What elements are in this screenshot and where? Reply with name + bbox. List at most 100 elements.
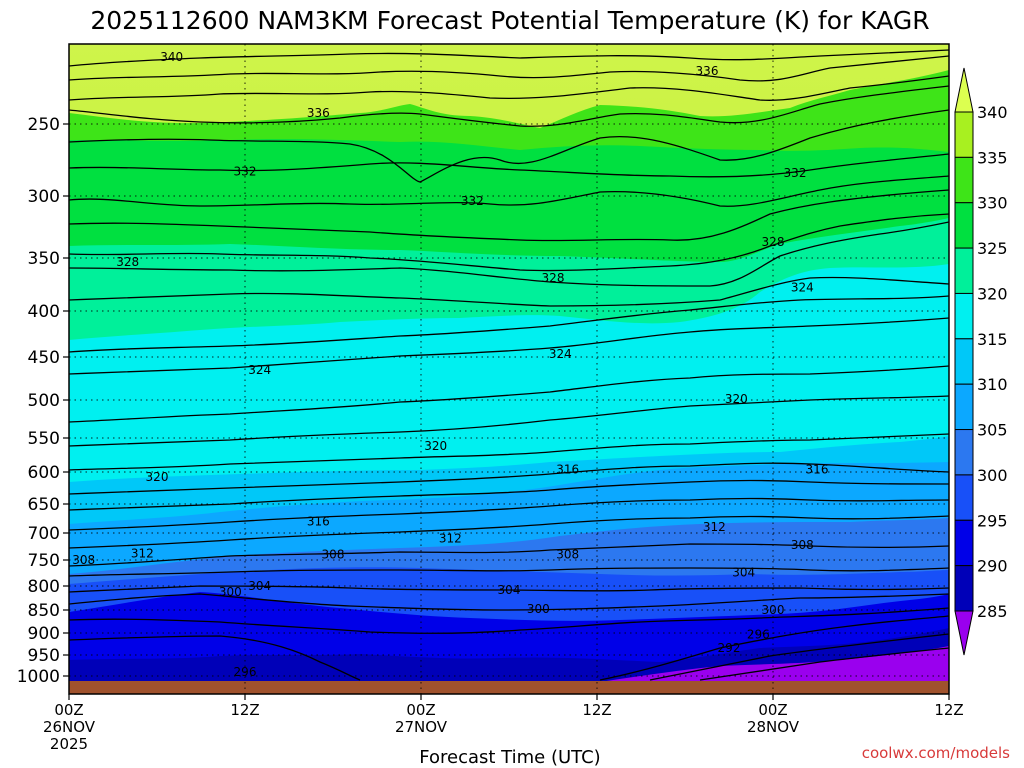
- contour-label: 316: [556, 462, 579, 476]
- isentrope-line: [69, 221, 949, 287]
- contour-labels: 340 336 336 332 332 332 328 328 328 324 324 324 320 3…: [72, 50, 828, 679]
- contour-label: 332: [461, 194, 484, 208]
- isentrope-line: [69, 317, 949, 375]
- isentrope-line: [69, 585, 949, 593]
- contour-label-text: 296: [234, 665, 257, 679]
- contour-label: 304: [732, 565, 755, 579]
- surface-ground-strip: [69, 681, 949, 694]
- contour-label-text: 328: [116, 255, 139, 269]
- pressure-tick-label: 300: [28, 187, 60, 207]
- contour-label: 296: [234, 665, 257, 679]
- contour-label-text: 328: [762, 235, 785, 249]
- contour-label: 320: [725, 392, 748, 406]
- contour-label: 324: [248, 363, 271, 377]
- contour-label: 336: [307, 106, 330, 120]
- isentrope-line: [69, 543, 949, 567]
- contour-label-text: 300: [762, 603, 785, 617]
- isentrope-line: [69, 85, 949, 127]
- contour-label-text: 336: [696, 64, 719, 78]
- colorbar-band: [954, 247, 974, 294]
- isentrope-line: [69, 593, 949, 611]
- contour-label: 304: [498, 583, 521, 597]
- contour-label: 308: [556, 548, 579, 562]
- isentrope-line: [69, 433, 949, 471]
- contour-label: 308: [791, 538, 814, 552]
- contour-label-text: 296: [747, 627, 770, 641]
- isentrope-line: [69, 55, 949, 82]
- contour-label: 336: [696, 64, 719, 78]
- contour-label: 332: [234, 165, 257, 179]
- contour-label-text: 340: [160, 50, 183, 64]
- colorbar-label: 340: [977, 103, 1008, 122]
- date-tick-label: 28NOV: [747, 718, 800, 736]
- pressure-tick-label: 1000: [17, 667, 60, 687]
- chart-title: 2025112600 NAM3KM Forecast Potential Tem…: [90, 6, 929, 35]
- isentrope-line: [69, 567, 949, 577]
- contour-label-text: 332: [461, 194, 484, 208]
- contour-label-text: 316: [307, 514, 330, 528]
- contour-label-text: 332: [234, 165, 257, 179]
- isentrope-line: [69, 365, 949, 423]
- contour-label-text: 316: [806, 462, 829, 476]
- pressure-tick-label: 700: [28, 524, 60, 544]
- credit-link[interactable]: coolwx.com/models: [862, 744, 1010, 762]
- isentrope-line: [69, 462, 949, 495]
- colorbar-label: 290: [977, 557, 1008, 576]
- contour-label: 316: [307, 514, 330, 528]
- contour-label: 308: [72, 553, 95, 567]
- colorbar-band: [954, 519, 974, 567]
- pressure-tick-label: 900: [28, 624, 60, 644]
- isentrope-line: [69, 49, 949, 67]
- contour-label-text: 320: [725, 392, 748, 406]
- time-tick-label: 00Z: [406, 701, 435, 719]
- colorbar-band: [954, 474, 974, 521]
- contour-label: 308: [322, 548, 345, 562]
- pressure-tick-label: 750: [28, 551, 60, 571]
- contour-label: 312: [703, 520, 726, 534]
- plot-frame: [68, 43, 950, 695]
- contour-label: 320: [146, 470, 169, 484]
- pressure-axis: 250 300 350 400 450 500 550 600 650 700 750 800 850 9…: [17, 115, 69, 687]
- isentrope-line: [69, 276, 949, 307]
- colorbar-label: 315: [977, 330, 1008, 349]
- time-tick-label: 12Z: [582, 701, 611, 719]
- contour-label-text: 312: [131, 547, 154, 561]
- contour-label-text: 300: [527, 602, 550, 616]
- colorbar-label: 300: [977, 466, 1008, 485]
- isentrope-line: [69, 515, 949, 549]
- contour-label-text: 304: [498, 583, 521, 597]
- contour-label: 328: [116, 255, 139, 269]
- colorbar-label: 320: [977, 284, 1008, 303]
- colorbar-band: [954, 429, 974, 476]
- pressure-tick-label: 550: [28, 429, 60, 449]
- time-tick-label: 00Z: [758, 701, 787, 719]
- isentrope-line: [69, 607, 949, 634]
- contour-label: 332: [784, 166, 807, 180]
- contour-label-text: 336: [307, 106, 330, 120]
- contour-label-text: 300: [219, 585, 242, 599]
- contour-label-text: 332: [784, 166, 807, 180]
- isentrope-line: [649, 633, 949, 681]
- contour-label: 304: [248, 579, 271, 593]
- contour-label: 328: [762, 235, 785, 249]
- colorbar-band: [954, 338, 974, 385]
- colorbar-label: 295: [977, 511, 1008, 530]
- contour-label: 300: [762, 603, 785, 617]
- contour-label: 320: [424, 439, 447, 453]
- contour-label: 312: [131, 547, 154, 561]
- time-tick-label: 00Z: [54, 701, 83, 719]
- colorbar-label: 285: [977, 602, 1008, 621]
- isentrope-line: [69, 497, 949, 531]
- pressure-tick-label: 500: [28, 391, 60, 411]
- pressure-tick-label: 650: [28, 495, 60, 515]
- isentrope-lines: [69, 49, 949, 681]
- colorbar-band: [954, 202, 974, 249]
- contour-label: 300: [527, 602, 550, 616]
- contour-label: 296: [747, 627, 770, 641]
- colorbar-band: [954, 565, 974, 612]
- colorbar-top-extension: [954, 67, 974, 113]
- isentrope-line: [69, 189, 949, 242]
- date-tick-label: 27NOV: [395, 718, 448, 736]
- isentrope-line: [699, 647, 949, 681]
- contour-label: 324: [549, 347, 572, 361]
